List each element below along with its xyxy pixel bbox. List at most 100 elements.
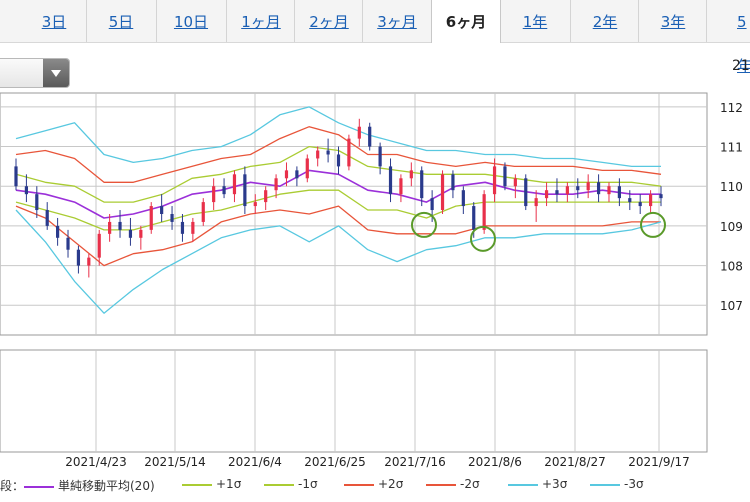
band-line-0 [15, 169, 661, 219]
x-tick-label: 2021/6/25 [304, 455, 366, 469]
legend: 段： 単純移動平均(20) +1σ -1σ +2σ -2σ +3σ -3σ [0, 474, 750, 496]
candle-body [461, 190, 465, 207]
candle-body [139, 229, 143, 238]
tab-5-years[interactable]: 5年 [706, 0, 750, 75]
x-tick-label: 2021/6/4 [228, 455, 282, 469]
legend-item-plus2: +2σ [344, 477, 403, 491]
y-tick-label: 107 [720, 299, 743, 313]
tab-10-days[interactable]: 10日 [156, 0, 225, 42]
band-line-3 [15, 126, 662, 183]
candle-body [586, 182, 590, 191]
tab-1-month[interactable]: 1ヶ月 [226, 0, 295, 42]
corner-value: 21 [732, 58, 750, 74]
candle-body [264, 190, 268, 203]
candle-body [596, 182, 601, 195]
x-axis-labels: 2021/4/23 2021/5/14 2021/6/4 2021/6/25 2021/… [65, 455, 690, 469]
period-tab-bar: 3日 5日 10日 1ヶ月 2ヶ月 3ヶ月 6ヶ月 1年 2年 3年 5年 [0, 0, 750, 75]
candle-body [326, 150, 330, 155]
legend-item-minus1: -1σ [264, 477, 318, 491]
tab-3-days[interactable]: 3日 [41, 13, 67, 31]
band-line-4 [15, 205, 661, 267]
legend-item-sma: 単純移動平均(20) [24, 477, 155, 494]
candle-body [544, 190, 549, 199]
candle-body [305, 158, 309, 179]
candle-body [524, 178, 528, 207]
candle-body [659, 194, 663, 199]
candle-body [555, 190, 559, 195]
low-marker-circle [411, 211, 437, 238]
candle-body [336, 154, 341, 167]
tab-5-days[interactable]: 5日 [86, 0, 155, 42]
candle-body [201, 202, 205, 222]
x-tick-label: 2021/4/23 [65, 455, 127, 469]
legend-item-minus2: -2σ [426, 477, 480, 491]
tab-3-months[interactable]: 3ヶ月 [362, 0, 431, 42]
indicator-select[interactable] [0, 58, 70, 88]
candle-body [35, 194, 39, 211]
candle-body [180, 221, 185, 234]
candle-body [628, 198, 632, 203]
candle-body [472, 206, 476, 230]
candles [14, 118, 663, 278]
legend-prefix: 段： [0, 479, 25, 493]
y-tick-label: 108 [720, 260, 743, 274]
candle-body [503, 166, 507, 187]
candle-body [97, 233, 101, 258]
candle-body [316, 150, 320, 159]
x-tick-label: 2021/7/16 [384, 455, 446, 469]
tab-6-months[interactable]: 6ヶ月 [431, 0, 501, 43]
candle-body [576, 186, 580, 191]
chevron-down-icon[interactable] [43, 59, 69, 87]
y-tick-label: 111 [720, 141, 743, 155]
candle-body [534, 198, 538, 207]
candle-body [399, 178, 403, 195]
candle-body [513, 178, 517, 187]
candle-body [451, 174, 455, 191]
candle-body [149, 206, 153, 230]
candle-body [76, 249, 81, 266]
lower-panel-frame [0, 349, 708, 453]
candle-body [14, 166, 18, 187]
y-tick-label: 109 [720, 220, 743, 234]
candle-body [284, 170, 289, 179]
candle-body [118, 221, 122, 230]
candle-body [420, 170, 424, 199]
candle-body [482, 194, 486, 230]
y-tick-label: 110 [720, 180, 743, 194]
y-axis-labels: 112 111 110 109 108 107 [720, 101, 743, 313]
tab-3-years[interactable]: 3年 [638, 0, 707, 42]
x-tick-label: 2021/5/14 [144, 455, 206, 469]
candle-body [430, 198, 434, 211]
candle-body [295, 170, 299, 179]
candle-body [492, 166, 497, 195]
candle-body [212, 186, 216, 203]
candle-body [87, 257, 91, 266]
candle-body [368, 126, 372, 147]
y-tick-label: 112 [720, 101, 743, 115]
highlight-markers [411, 211, 666, 252]
candle-body [347, 138, 351, 167]
candle-body [128, 229, 133, 238]
candle-body [648, 194, 653, 207]
candle-body [45, 210, 49, 226]
legend-item-plus1: +1σ [182, 477, 241, 491]
bollinger-bands [15, 106, 662, 314]
tab-2-years[interactable]: 2年 [570, 0, 639, 42]
candle-body [440, 174, 445, 211]
candle-body [409, 170, 413, 179]
tab-1-year[interactable]: 1年 [522, 13, 548, 31]
candle-body [253, 202, 257, 207]
candle-body [24, 186, 29, 195]
band-line-2 [15, 189, 661, 231]
tab-2-months[interactable]: 2ヶ月 [294, 0, 363, 42]
x-tick-label: 2021/8/6 [468, 455, 522, 469]
candle-body [66, 237, 70, 250]
x-tick-label: 2021/9/17 [628, 455, 690, 469]
candle-body [607, 186, 611, 195]
candle-body [274, 178, 278, 191]
legend-item-minus3: -3σ [590, 477, 644, 491]
candle-body [160, 206, 164, 214]
low-marker-circle [640, 211, 666, 238]
candle-body [565, 186, 569, 195]
